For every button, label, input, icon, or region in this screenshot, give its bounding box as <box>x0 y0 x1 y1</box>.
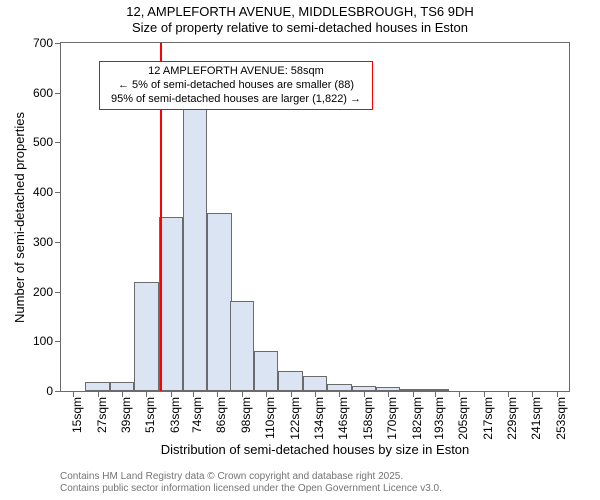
xtick-label: 39sqm <box>119 397 133 433</box>
ytick-label: 500 <box>33 135 53 149</box>
histogram-bar <box>425 389 449 391</box>
ytick-mark <box>55 292 61 293</box>
ytick-label: 100 <box>33 334 53 348</box>
ytick-label: 600 <box>33 86 53 100</box>
histogram-bar <box>254 351 278 391</box>
xtick-label: 122sqm <box>288 397 302 440</box>
ytick-mark <box>55 341 61 342</box>
ytick-mark <box>55 242 61 243</box>
histogram-bar <box>183 102 207 391</box>
y-axis-label: Number of semi-detached properties <box>12 42 26 392</box>
ytick-label: 300 <box>33 235 53 249</box>
ytick-mark <box>55 391 61 392</box>
xtick-label: 146sqm <box>336 397 350 440</box>
chart-container: 12, AMPLEFORTH AVENUE, MIDDLESBROUGH, TS… <box>0 0 600 500</box>
ytick-mark <box>55 192 61 193</box>
ytick-mark <box>55 142 61 143</box>
xtick-label: 15sqm <box>70 397 84 433</box>
histogram-bar <box>85 382 109 391</box>
xtick-label: 134sqm <box>312 397 326 440</box>
histogram-bar <box>134 282 158 391</box>
xtick-label: 229sqm <box>505 397 519 440</box>
chart-title-line2: Size of property relative to semi-detach… <box>0 20 600 35</box>
annotation-box: 12 AMPLEFORTH AVENUE: 58sqm← 5% of semi-… <box>99 61 373 110</box>
xtick-label: 74sqm <box>190 397 204 433</box>
xtick-label: 98sqm <box>239 397 253 433</box>
footer-line1: Contains HM Land Registry data © Crown c… <box>60 471 403 482</box>
histogram-bar <box>376 387 400 391</box>
x-axis-label: Distribution of semi-detached houses by … <box>60 442 570 457</box>
annotation-line: 12 AMPLEFORTH AVENUE: 58sqm <box>106 65 366 79</box>
footer-line2: Contains public sector information licen… <box>60 483 442 494</box>
ytick-mark <box>55 93 61 94</box>
xtick-label: 182sqm <box>410 397 424 440</box>
xtick-label: 51sqm <box>143 397 157 433</box>
ytick-label: 0 <box>46 384 53 398</box>
histogram-bar <box>327 384 351 391</box>
chart-title-line1: 12, AMPLEFORTH AVENUE, MIDDLESBROUGH, TS… <box>0 4 600 19</box>
histogram-bar <box>230 301 254 391</box>
histogram-bar <box>207 213 231 391</box>
annotation-line: ← 5% of semi-detached houses are smaller… <box>106 79 366 93</box>
xtick-label: 158sqm <box>361 397 375 440</box>
xtick-label: 170sqm <box>385 397 399 440</box>
histogram-bar <box>303 376 327 391</box>
ytick-label: 400 <box>33 185 53 199</box>
ytick-label: 700 <box>33 36 53 50</box>
xtick-label: 27sqm <box>95 397 109 433</box>
histogram-bar <box>278 371 302 391</box>
xtick-label: 253sqm <box>554 397 568 440</box>
xtick-label: 110sqm <box>263 397 277 439</box>
histogram-bar <box>110 382 134 391</box>
xtick-label: 86sqm <box>214 397 228 433</box>
histogram-bar <box>352 386 376 391</box>
ytick-label: 200 <box>33 285 53 299</box>
histogram-bar <box>159 217 183 391</box>
xtick-label: 241sqm <box>529 397 543 440</box>
annotation-line: 95% of semi-detached houses are larger (… <box>106 93 366 107</box>
xtick-label: 205sqm <box>456 397 470 440</box>
xtick-label: 193sqm <box>432 397 446 440</box>
xtick-label: 217sqm <box>481 397 495 440</box>
histogram-bar <box>400 389 424 391</box>
xtick-label: 63sqm <box>168 397 182 433</box>
plot-area: 010020030040050060070015sqm27sqm39sqm51s… <box>60 42 570 392</box>
ytick-mark <box>55 43 61 44</box>
